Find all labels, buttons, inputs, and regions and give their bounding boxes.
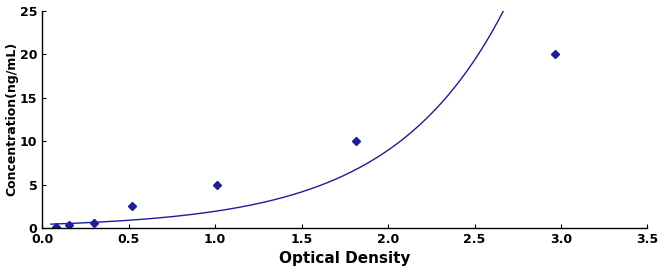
Y-axis label: Concentration(ng/mL): Concentration(ng/mL) xyxy=(5,42,19,196)
X-axis label: Optical Density: Optical Density xyxy=(279,251,410,267)
